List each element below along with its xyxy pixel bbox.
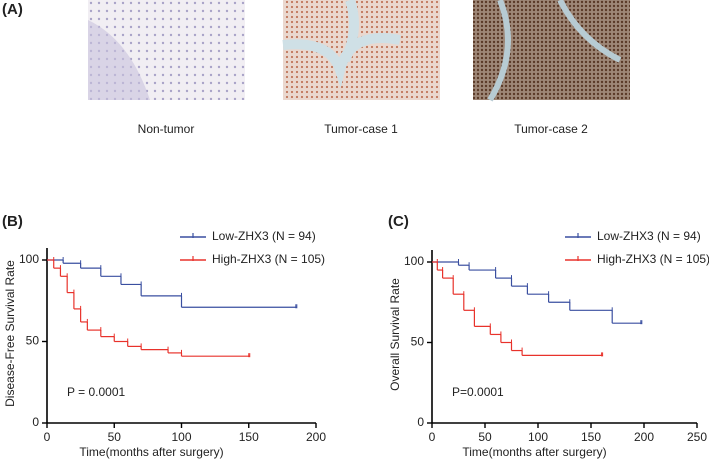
y-tick-label: 50 <box>26 334 40 348</box>
stroma <box>487 0 622 102</box>
y-tick-label: 100 <box>404 254 424 268</box>
legend-label: High-ZHX3 (N = 105) <box>597 252 709 266</box>
annotation: P=0.0001 <box>452 385 504 399</box>
x-tick-label: 100 <box>528 430 548 444</box>
x-tick-label: 100 <box>171 430 191 444</box>
panel-label: (A) <box>2 1 23 18</box>
tissue <box>88 20 150 100</box>
x-tick-label: 250 <box>687 430 707 444</box>
caption: Non-tumor <box>138 122 195 136</box>
x-tick-label: 50 <box>108 430 122 444</box>
x-tick-label: 200 <box>634 430 654 444</box>
panel-label: (B) <box>2 213 23 230</box>
legend-label: Low-ZHX3 (N = 94) <box>212 229 316 243</box>
y-axis-label: Overall Survival Rate <box>388 278 402 391</box>
stroma <box>282 0 401 88</box>
x-tick-label: 200 <box>306 430 326 444</box>
x-tick-label: 150 <box>239 430 259 444</box>
y-tick-label: 100 <box>19 252 39 266</box>
x-axis-label: Time(months after surgery) <box>462 445 606 459</box>
legend-label: High-ZHX3 (N = 105) <box>212 252 325 266</box>
x-tick-label: 0 <box>429 430 436 444</box>
annotation: P = 0.0001 <box>67 385 125 399</box>
x-tick-label: 150 <box>581 430 601 444</box>
legend-label: Low-ZHX3 (N = 94) <box>597 229 701 243</box>
x-axis-label: Time(months after surgery) <box>79 445 223 459</box>
panel-label: (C) <box>388 213 409 230</box>
caption: Tumor-case 1 <box>324 122 398 136</box>
caption: Tumor-case 2 <box>514 122 588 136</box>
y-tick-label: 50 <box>411 335 425 349</box>
y-axis-label: Disease-Free Survival Rate <box>3 260 17 407</box>
y-tick-label: 0 <box>417 415 424 429</box>
y-tick-label: 0 <box>32 415 39 429</box>
x-tick-label: 50 <box>478 430 492 444</box>
x-tick-label: 0 <box>44 430 51 444</box>
